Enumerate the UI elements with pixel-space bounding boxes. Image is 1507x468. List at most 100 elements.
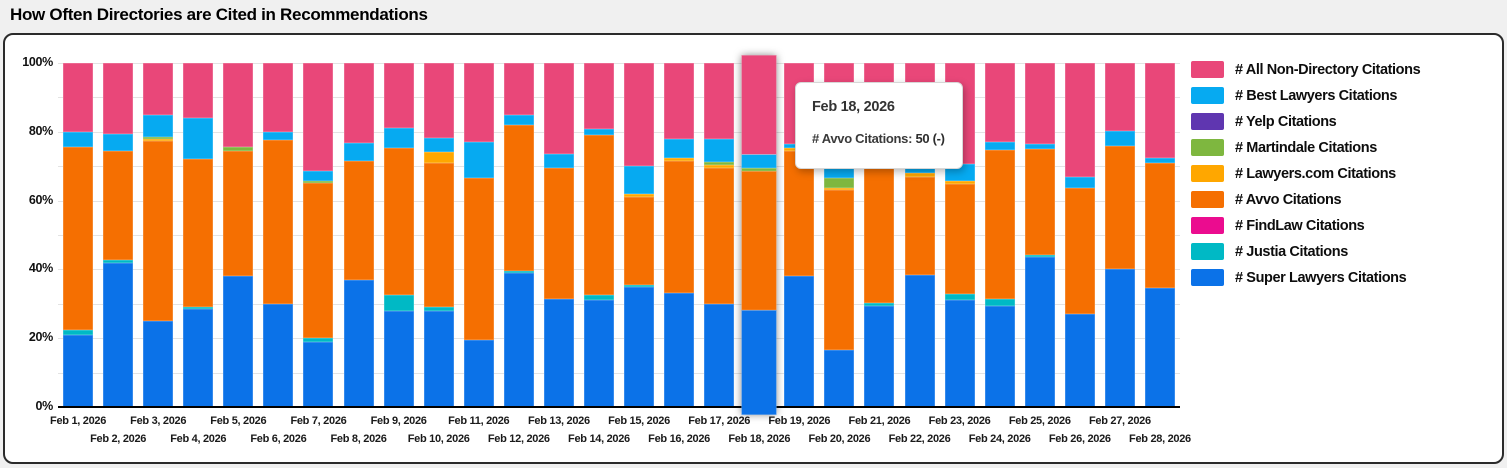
bar-segment[interactable] xyxy=(383,295,414,311)
bar-segment[interactable] xyxy=(1144,288,1175,407)
bar-segment[interactable] xyxy=(1024,254,1055,258)
bar-segment[interactable] xyxy=(263,140,294,304)
bar-segment[interactable] xyxy=(103,133,134,151)
bar-segment[interactable] xyxy=(303,338,334,342)
bar-segment[interactable] xyxy=(944,184,975,294)
bar-segment[interactable] xyxy=(984,63,1015,142)
stacked-bar-feb-18-2026[interactable] xyxy=(741,55,777,415)
bar-segment[interactable] xyxy=(543,154,574,168)
bar-segment[interactable] xyxy=(624,166,655,194)
bar-segment[interactable] xyxy=(63,334,94,407)
stacked-bar-feb-3-2026[interactable] xyxy=(143,63,174,407)
bar-segment[interactable] xyxy=(503,272,534,407)
bar-segment[interactable] xyxy=(1104,63,1135,131)
bar-segment[interactable] xyxy=(303,171,334,181)
bar-segment[interactable] xyxy=(904,173,935,177)
bar-segment[interactable] xyxy=(223,63,254,148)
bar-segment[interactable] xyxy=(263,131,294,141)
bar-segment[interactable] xyxy=(63,329,94,335)
bar-segment[interactable] xyxy=(1064,314,1095,407)
stacked-bar-feb-4-2026[interactable] xyxy=(183,63,214,407)
bar-segment[interactable] xyxy=(704,139,735,162)
bar-segment[interactable] xyxy=(784,150,815,277)
bar-segment[interactable] xyxy=(263,303,294,407)
stacked-bar-feb-11-2026[interactable] xyxy=(463,63,494,407)
bar-segment[interactable] xyxy=(543,63,574,155)
bar-segment[interactable] xyxy=(824,350,855,407)
stacked-bar-feb-27-2026[interactable] xyxy=(1104,63,1135,407)
bar-segment[interactable] xyxy=(343,63,374,143)
bar-segment[interactable] xyxy=(423,310,454,407)
bar-segment[interactable] xyxy=(1144,157,1175,163)
bar-segment[interactable] xyxy=(741,154,777,169)
bar-segment[interactable] xyxy=(1024,143,1055,150)
stacked-bar-feb-12-2026[interactable] xyxy=(503,63,534,407)
stacked-bar-feb-1-2026[interactable] xyxy=(63,63,94,407)
bar-segment[interactable] xyxy=(143,114,174,137)
legend-item-avvo-citations[interactable]: # Avvo Citations xyxy=(1191,191,1491,208)
bar-segment[interactable] xyxy=(624,284,655,287)
legend-item-martindale-citations[interactable]: # Martindale Citations xyxy=(1191,139,1491,156)
bar-segment[interactable] xyxy=(223,276,254,407)
bar-segment[interactable] xyxy=(143,139,174,142)
bar-segment[interactable] xyxy=(741,168,777,172)
bar-segment[interactable] xyxy=(303,183,334,339)
bar-segment[interactable] xyxy=(143,321,174,407)
stacked-bar-feb-15-2026[interactable] xyxy=(624,63,655,407)
bar-segment[interactable] xyxy=(423,307,454,311)
stacked-bar-feb-17-2026[interactable] xyxy=(704,63,735,407)
bar-segment[interactable] xyxy=(303,180,334,184)
bar-segment[interactable] xyxy=(583,129,614,136)
bar-segment[interactable] xyxy=(263,63,294,132)
bar-segment[interactable] xyxy=(543,298,574,407)
bar-segment[interactable] xyxy=(824,167,855,178)
bar-segment[interactable] xyxy=(423,138,454,152)
bar-segment[interactable] xyxy=(664,157,695,162)
bar-segment[interactable] xyxy=(1064,188,1095,315)
bar-segment[interactable] xyxy=(984,141,1015,150)
bar-segment[interactable] xyxy=(503,271,534,273)
bar-segment[interactable] xyxy=(1064,63,1095,177)
stacked-bar-feb-16-2026[interactable] xyxy=(664,63,695,407)
bar-segment[interactable] xyxy=(63,131,94,148)
bar-segment[interactable] xyxy=(103,262,134,407)
bar-segment[interactable] xyxy=(824,190,855,351)
bar-segment[interactable] xyxy=(63,63,94,132)
bar-segment[interactable] xyxy=(63,147,94,330)
bar-segment[interactable] xyxy=(583,63,614,130)
bar-segment[interactable] xyxy=(741,55,777,155)
bar-segment[interactable] xyxy=(463,339,494,407)
bar-segment[interactable] xyxy=(904,274,935,407)
bar-segment[interactable] xyxy=(383,148,414,296)
bar-segment[interactable] xyxy=(1144,162,1175,289)
bar-segment[interactable] xyxy=(944,300,975,407)
bar-segment[interactable] xyxy=(383,310,414,407)
bar-segment[interactable] xyxy=(704,161,735,166)
legend-item-findlaw-citations[interactable]: # FindLaw Citations xyxy=(1191,217,1491,234)
bar-segment[interactable] xyxy=(343,142,374,162)
bar-segment[interactable] xyxy=(904,176,935,275)
bar-segment[interactable] xyxy=(824,187,855,191)
stacked-bar-feb-8-2026[interactable] xyxy=(343,63,374,407)
bar-segment[interactable] xyxy=(183,308,214,407)
bar-segment[interactable] xyxy=(1024,63,1055,144)
stacked-bar-feb-24-2026[interactable] xyxy=(984,63,1015,407)
bar-segment[interactable] xyxy=(143,63,174,115)
bar-segment[interactable] xyxy=(944,181,975,185)
bar-segment[interactable] xyxy=(223,147,254,151)
bar-segment[interactable] xyxy=(944,293,975,301)
bar-segment[interactable] xyxy=(383,63,414,129)
stacked-bar-feb-6-2026[interactable] xyxy=(263,63,294,407)
bar-segment[interactable] xyxy=(664,161,695,294)
bar-segment[interactable] xyxy=(463,63,494,143)
bar-segment[interactable] xyxy=(1024,257,1055,407)
stacked-bar-feb-25-2026[interactable] xyxy=(1024,63,1055,407)
bar-segment[interactable] xyxy=(864,160,895,304)
bar-segment[interactable] xyxy=(303,341,334,407)
bar-segment[interactable] xyxy=(824,177,855,188)
bar-segment[interactable] xyxy=(223,150,254,277)
bar-segment[interactable] xyxy=(583,135,614,296)
bar-segment[interactable] xyxy=(303,63,334,172)
bar-segment[interactable] xyxy=(1024,149,1055,255)
bar-segment[interactable] xyxy=(624,197,655,285)
